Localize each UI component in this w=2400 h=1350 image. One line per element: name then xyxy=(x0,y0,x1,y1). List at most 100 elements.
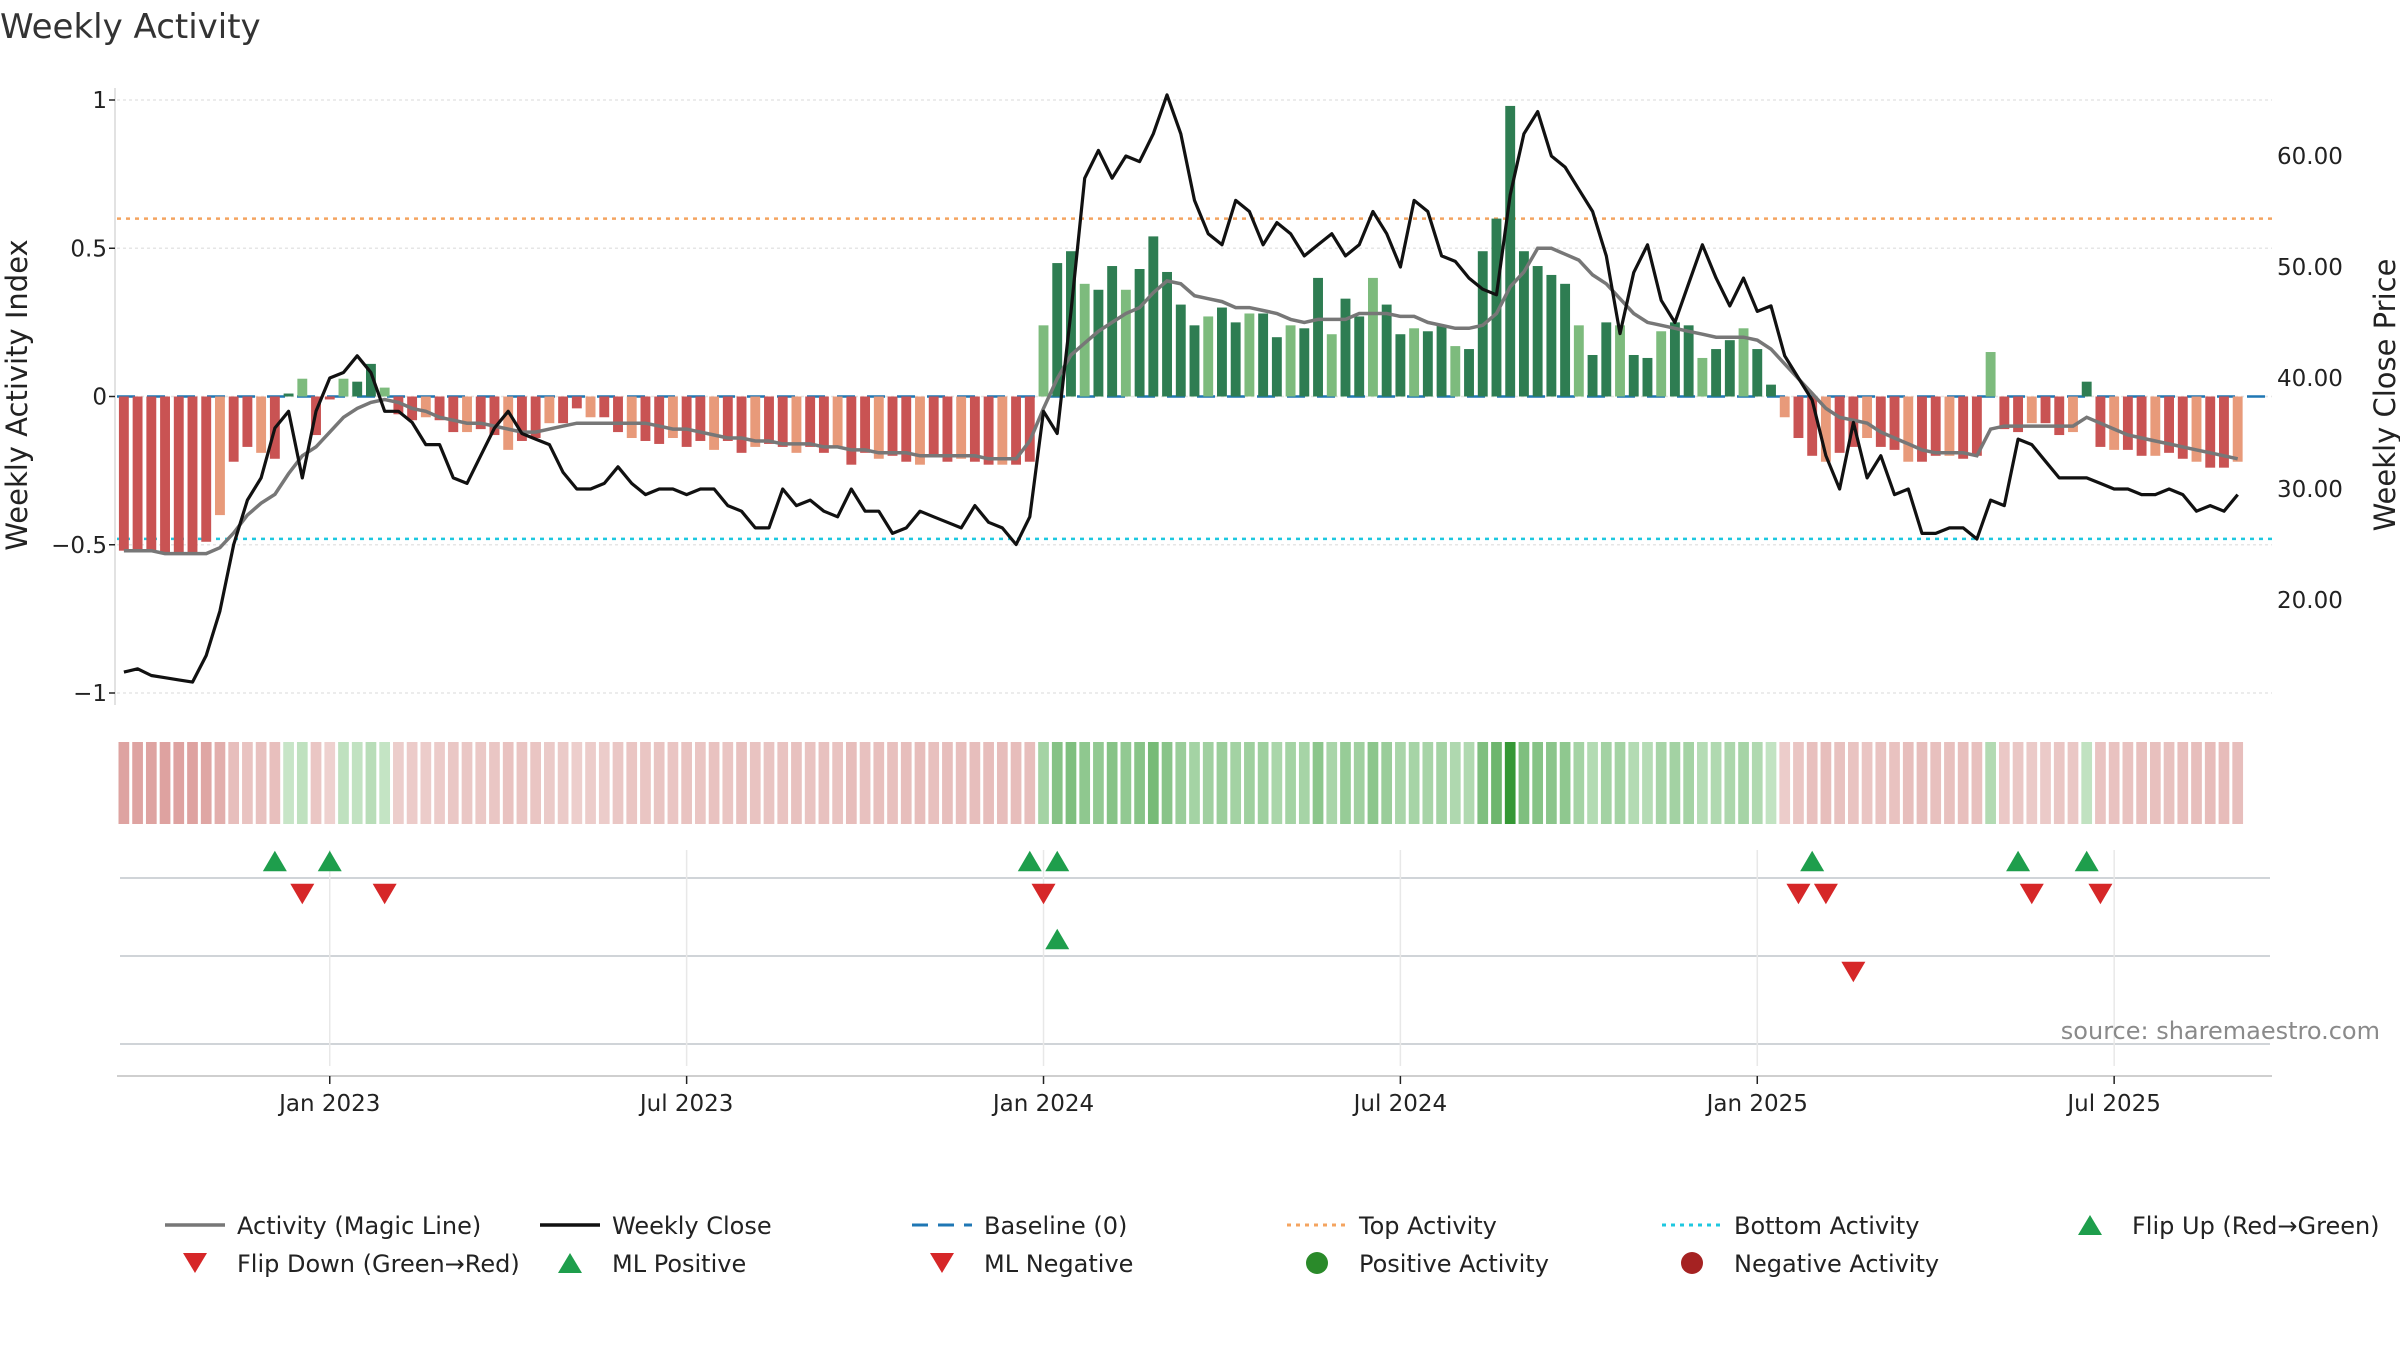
heat-cell xyxy=(2040,742,2051,824)
activity-bars xyxy=(118,105,2243,554)
left-axis-label: Weekly Activity Index xyxy=(0,239,34,550)
legend-label: Flip Up (Red→Green) xyxy=(2132,1212,2380,1240)
heat-cell xyxy=(1161,742,1173,824)
heat-cell xyxy=(1285,742,1296,824)
activity-bar xyxy=(489,396,500,436)
heat-cell xyxy=(832,742,843,824)
heat-cell xyxy=(695,742,706,824)
heat-cell xyxy=(667,742,679,824)
activity-bar xyxy=(956,396,967,459)
activity-bar xyxy=(2068,396,2078,433)
activity-bar xyxy=(2013,396,2024,433)
legend-label: Weekly Close xyxy=(612,1212,772,1240)
activity-bar xyxy=(1752,349,1763,397)
flip-up-marker xyxy=(262,850,287,872)
heat-cell xyxy=(1820,742,1832,824)
heat-cell xyxy=(640,742,651,824)
activity-bar xyxy=(1615,325,1625,397)
activity-bar xyxy=(1367,277,1378,397)
heat-cell xyxy=(365,742,377,824)
heat-cell xyxy=(1573,742,1585,824)
legend-item: Flip Up (Red→Green) xyxy=(2078,1212,2380,1240)
activity-bar xyxy=(640,396,651,441)
legend-item: Weekly Close xyxy=(540,1212,772,1240)
heat-cell xyxy=(722,742,734,824)
heat-cell xyxy=(1326,742,1338,824)
activity-bar xyxy=(2191,396,2202,462)
activity-bar xyxy=(1546,274,1557,397)
flip-up-marker xyxy=(1045,850,1070,872)
legend-item: ML Negative xyxy=(930,1250,1133,1278)
heat-cell xyxy=(1408,742,1420,824)
heat-cell xyxy=(242,742,253,824)
activity-bar xyxy=(1230,322,1241,397)
heat-cell xyxy=(393,742,404,824)
heat-cell xyxy=(1024,742,1036,824)
flip-down-marker xyxy=(290,883,315,905)
activity-bar xyxy=(1683,325,1694,397)
heat-cell xyxy=(612,742,624,824)
heat-cell xyxy=(1889,742,1900,824)
activity-bar xyxy=(1711,349,1722,397)
heat-cell xyxy=(708,742,720,824)
heat-cell xyxy=(1134,742,1145,824)
activity-bar xyxy=(1258,313,1269,397)
activity-bar xyxy=(626,396,637,439)
weekly-close-line xyxy=(123,93,2239,684)
activity-bar xyxy=(1669,322,1680,397)
activity-bar xyxy=(832,396,843,447)
heat-cell xyxy=(557,742,569,824)
heat-cell xyxy=(1202,742,1214,824)
activity-bar xyxy=(1464,349,1474,397)
activity-bar xyxy=(338,378,349,397)
heat-cell xyxy=(447,742,459,824)
activity-bar xyxy=(2232,396,2243,462)
legend-triangle-up-icon xyxy=(558,1253,582,1273)
flip-down-marker xyxy=(1786,883,1811,905)
heat-cell xyxy=(763,742,775,824)
heat-cell xyxy=(1010,742,1022,824)
ml-negative-marker xyxy=(1841,961,1866,983)
activity-bar xyxy=(1807,396,1818,456)
heat-cell xyxy=(1504,742,1516,824)
heat-cell xyxy=(296,742,308,824)
activity-bar xyxy=(654,396,665,444)
right-tick-label: 40.00 xyxy=(2277,366,2343,392)
heat-cell xyxy=(1422,742,1434,824)
activity-bar xyxy=(969,396,980,462)
activity-bar xyxy=(118,396,129,551)
heat-cell xyxy=(571,742,583,824)
activity-bar xyxy=(544,396,555,424)
ml-positive-marker xyxy=(1045,928,1070,950)
activity-bar xyxy=(393,396,404,415)
activity-bar xyxy=(695,396,706,441)
heat-cell xyxy=(1971,742,1983,824)
heat-cell xyxy=(585,742,596,824)
activity-bar xyxy=(1601,322,1612,397)
activity-bar xyxy=(1011,396,1022,465)
activity-bar xyxy=(201,396,212,542)
activity-bar xyxy=(324,396,335,400)
activity-bar xyxy=(1656,331,1667,397)
heat-cell xyxy=(1532,742,1544,824)
heat-cell xyxy=(1738,742,1749,824)
x-tick-label: Jul 2025 xyxy=(2065,1091,2161,1117)
activity-bar xyxy=(558,396,569,424)
heat-cell xyxy=(1312,742,1324,824)
heat-cell xyxy=(804,742,816,824)
heat-cell xyxy=(1779,742,1791,824)
heat-cell xyxy=(1436,742,1447,824)
activity-bar xyxy=(736,396,747,453)
flip-up-marker xyxy=(317,850,342,872)
heat-cell xyxy=(1655,742,1667,824)
x-tick-label: Jul 2023 xyxy=(638,1091,734,1117)
activity-bar xyxy=(1573,325,1584,397)
legend-label: Baseline (0) xyxy=(984,1212,1127,1240)
activity-bar xyxy=(722,396,733,441)
activity-heat-strip xyxy=(118,742,2244,824)
activity-bar xyxy=(2040,396,2051,424)
heat-cell xyxy=(791,742,802,824)
heat-cell xyxy=(2136,742,2147,824)
activity-bar xyxy=(1093,289,1104,397)
activity-bar xyxy=(1724,340,1735,397)
